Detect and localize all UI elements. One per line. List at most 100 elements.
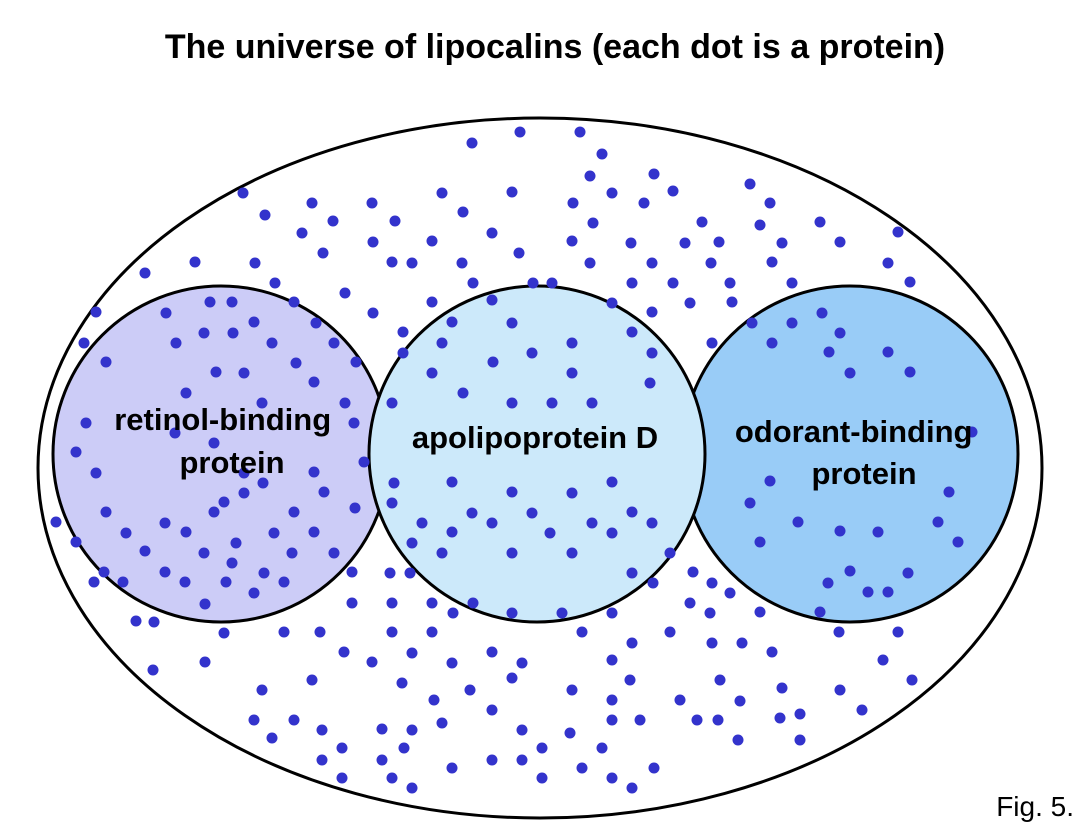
protein-dot	[50, 516, 62, 528]
protein-dot	[834, 684, 846, 696]
protein-dot	[844, 367, 856, 379]
protein-dot	[794, 708, 806, 720]
protein-dot	[566, 547, 578, 559]
protein-dot	[204, 296, 216, 308]
protein-dot	[626, 326, 638, 338]
protein-dot	[606, 187, 618, 199]
protein-dot	[349, 502, 361, 514]
protein-dot	[584, 170, 596, 182]
protein-dot	[278, 576, 290, 588]
protein-dot	[237, 187, 249, 199]
protein-dot	[882, 257, 894, 269]
odorant-binding-protein-label-line-2: protein	[811, 456, 916, 491]
protein-dot	[766, 337, 778, 349]
protein-dot	[646, 347, 658, 359]
protein-dot	[794, 734, 806, 746]
protein-dot	[78, 337, 90, 349]
protein-dot	[90, 306, 102, 318]
protein-dot	[486, 517, 498, 529]
protein-dot	[786, 317, 798, 329]
protein-dot	[606, 772, 618, 784]
protein-dot	[389, 215, 401, 227]
apolipoprotein-d-label: apolipoprotein D	[412, 420, 658, 455]
protein-dot	[426, 597, 438, 609]
protein-dot	[646, 306, 658, 318]
protein-dot	[404, 567, 416, 579]
protein-dot	[384, 567, 396, 579]
protein-dot	[587, 217, 599, 229]
protein-dot	[230, 537, 242, 549]
protein-dots	[50, 126, 978, 794]
protein-dot	[726, 296, 738, 308]
protein-dot	[872, 526, 884, 538]
protein-dot	[734, 695, 746, 707]
protein-dot	[844, 565, 856, 577]
protein-dot	[566, 684, 578, 696]
protein-dot	[317, 247, 329, 259]
protein-dot	[226, 296, 238, 308]
protein-dot	[406, 537, 418, 549]
protein-dot	[684, 597, 696, 609]
protein-dot	[467, 277, 479, 289]
protein-dot	[644, 377, 656, 389]
protein-dot	[336, 742, 348, 754]
protein-dot	[406, 257, 418, 269]
protein-dot	[506, 186, 518, 198]
protein-dot	[376, 723, 388, 735]
protein-dot	[256, 397, 268, 409]
protein-dot	[426, 367, 438, 379]
protein-dot	[339, 397, 351, 409]
protein-dot	[318, 486, 330, 498]
protein-dot	[416, 517, 428, 529]
protein-dot	[647, 577, 659, 589]
protein-dot	[624, 674, 636, 686]
protein-dot	[386, 772, 398, 784]
protein-dot	[367, 236, 379, 248]
protein-dot	[257, 477, 269, 489]
diagram-title: The universe of lipocalins (each dot is …	[165, 28, 945, 66]
protein-dot	[567, 197, 579, 209]
retinol-binding-protein-label: retinol-binding protein	[114, 402, 340, 480]
protein-dot	[218, 496, 230, 508]
protein-dot	[308, 466, 320, 478]
protein-dot	[388, 477, 400, 489]
protein-dot	[814, 606, 826, 618]
protein-dot	[376, 754, 388, 766]
protein-dot	[902, 567, 914, 579]
protein-dot	[446, 657, 458, 669]
protein-dot	[98, 566, 110, 578]
protein-dot	[436, 547, 448, 559]
protein-dot	[754, 606, 766, 618]
protein-dot	[814, 216, 826, 228]
protein-dot	[447, 607, 459, 619]
protein-dot	[904, 276, 916, 288]
protein-dot	[576, 626, 588, 638]
protein-dot	[596, 148, 608, 160]
protein-dot	[338, 646, 350, 658]
protein-dot	[316, 754, 328, 766]
protein-dot	[679, 237, 691, 249]
protein-dot	[310, 317, 322, 329]
protein-dot	[506, 397, 518, 409]
protein-dot	[308, 526, 320, 538]
protein-dot	[436, 187, 448, 199]
protein-dot	[397, 326, 409, 338]
protein-dot	[792, 516, 804, 528]
protein-dot	[754, 219, 766, 231]
protein-dot	[346, 597, 358, 609]
protein-dot	[566, 235, 578, 247]
retinol-binding-protein-label-line-1: retinol-binding	[114, 402, 331, 437]
protein-dot	[626, 637, 638, 649]
protein-dot	[446, 476, 458, 488]
protein-dot	[904, 366, 916, 378]
protein-dot	[487, 356, 499, 368]
apolipoprotein-d-label-line-1: apolipoprotein D	[412, 420, 658, 455]
protein-dot	[256, 684, 268, 696]
protein-dot	[546, 397, 558, 409]
protein-dot	[684, 297, 696, 309]
protein-dot	[396, 677, 408, 689]
protein-dot	[130, 615, 142, 627]
protein-dot	[406, 724, 418, 736]
odorant-binding-protein-label: odorant-binding protein	[735, 414, 981, 491]
protein-dot	[238, 367, 250, 379]
